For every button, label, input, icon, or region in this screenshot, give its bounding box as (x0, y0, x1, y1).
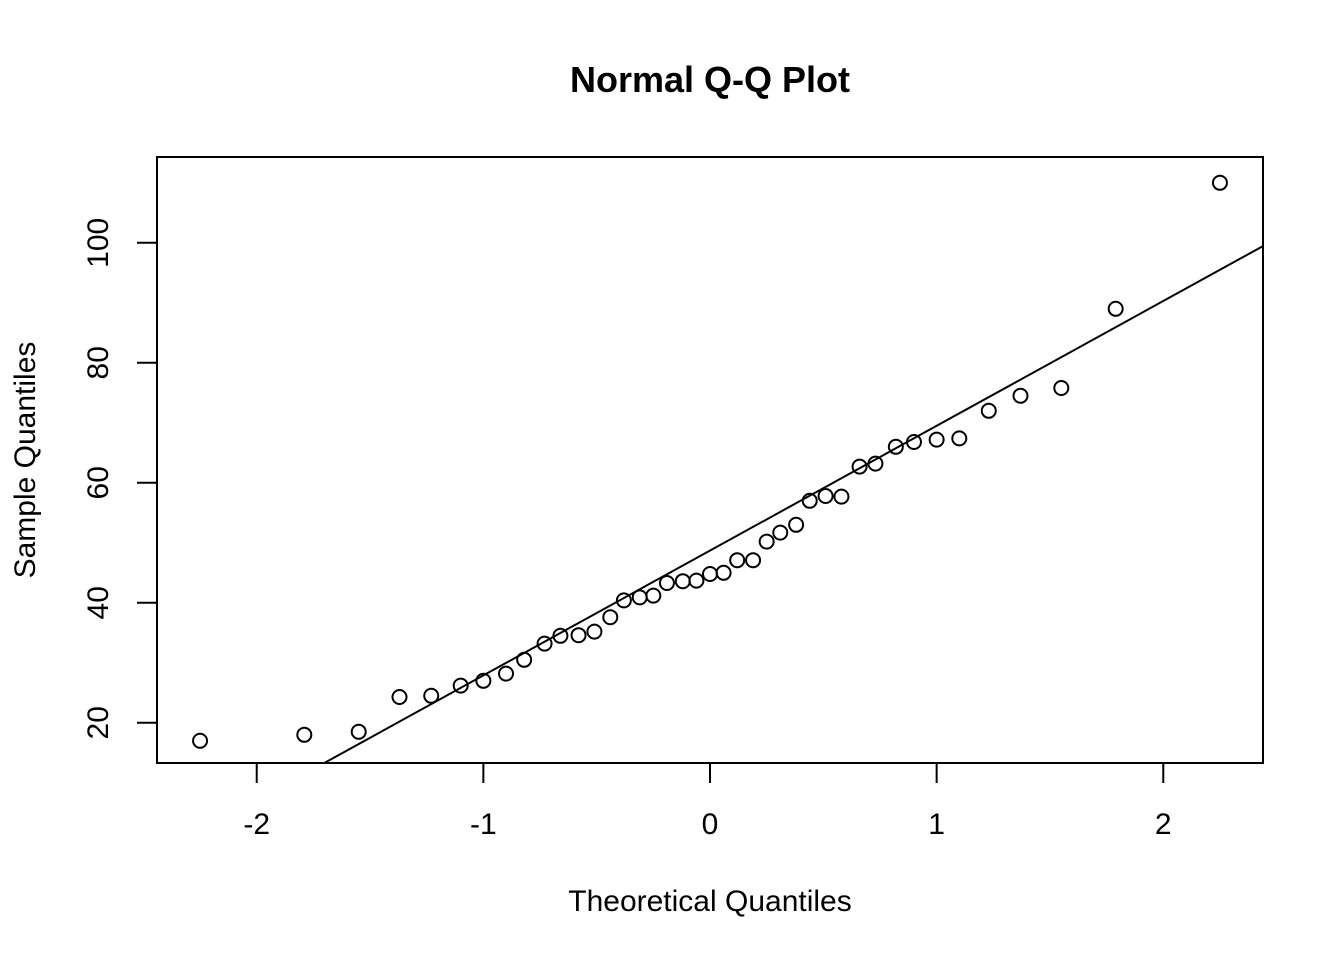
data-point (552, 627, 569, 644)
data-point (817, 488, 834, 504)
data-point (536, 635, 553, 652)
y-tick-label: 80 (82, 346, 115, 379)
plot-area (192, 174, 1263, 763)
plot-frame (156, 156, 1264, 764)
data-point (980, 402, 997, 419)
data-point (688, 572, 705, 589)
data-point (772, 524, 789, 541)
data-point (423, 687, 440, 704)
data-point (951, 430, 968, 447)
data-point (851, 458, 868, 475)
data-point (674, 573, 691, 590)
x-axis: -2 -1 0 1 2 (243, 763, 1172, 841)
data-point (1053, 380, 1070, 396)
y-tick-label: 20 (82, 706, 115, 739)
data-point (788, 516, 805, 533)
data-point (391, 689, 408, 705)
y-tick-label: 60 (82, 466, 115, 499)
data-point (1012, 387, 1029, 404)
y-tick-label: 40 (82, 586, 115, 619)
x-axis-title: Theoretical Quantiles (568, 885, 851, 918)
y-tick-label: 100 (82, 218, 115, 268)
data-point (452, 677, 469, 694)
data-point (867, 455, 884, 472)
data-point (615, 592, 632, 609)
data-point (928, 431, 945, 448)
data-point (702, 566, 718, 582)
data-point (645, 587, 662, 604)
data-point (833, 488, 850, 505)
data-point (192, 732, 209, 749)
y-axis: 20 40 60 80 100 (82, 218, 157, 739)
data-point (475, 672, 492, 689)
data-point (1107, 300, 1124, 317)
x-tick-label: 0 (702, 808, 719, 841)
x-tick-label: -1 (470, 808, 497, 841)
data-point (1211, 174, 1228, 191)
data-point (498, 665, 515, 682)
data-point (745, 552, 762, 569)
x-tick-label: -2 (243, 808, 270, 841)
data-point (586, 623, 603, 640)
data-point (350, 723, 367, 740)
x-tick-label: 1 (928, 808, 945, 841)
data-point (296, 726, 313, 743)
data-point (758, 533, 775, 550)
chart-title: Normal Q-Q Plot (570, 59, 850, 100)
data-point (905, 434, 922, 450)
data-point (631, 589, 648, 606)
data-point (801, 492, 818, 509)
qq-reference-line (322, 245, 1263, 763)
data-point (570, 627, 587, 644)
data-point (658, 575, 675, 591)
y-axis-title: Sample Quantiles (9, 342, 42, 579)
x-tick-label: 2 (1155, 808, 1172, 841)
data-point (715, 564, 732, 581)
data-point (729, 552, 746, 569)
data-point (516, 651, 533, 668)
data-point (602, 609, 619, 626)
data-point (887, 438, 904, 455)
